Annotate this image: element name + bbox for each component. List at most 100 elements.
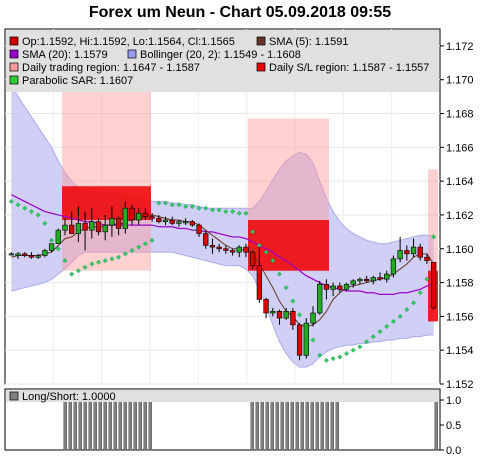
sar-point — [176, 202, 182, 208]
candle-body — [55, 229, 61, 244]
long-short-bar — [310, 399, 314, 451]
legend-label: SMA (20): 1.1579 — [22, 49, 108, 61]
y-tick-label: 1.166 — [446, 142, 474, 154]
candle-body — [330, 285, 336, 290]
sar-point — [276, 271, 282, 277]
sar-point — [8, 198, 14, 204]
sar-point — [96, 259, 101, 265]
sar-point — [270, 258, 276, 264]
sar-point — [149, 237, 155, 243]
sar-point — [42, 220, 48, 226]
sar-point — [230, 209, 236, 215]
candle-body — [357, 278, 363, 282]
long-short-bar — [280, 399, 284, 451]
y-tick-label: 0.5 — [446, 420, 461, 432]
sar-point — [203, 205, 209, 211]
y-tick-label: 1.154 — [446, 345, 474, 357]
candle-body — [223, 248, 229, 251]
candle-body — [182, 221, 189, 224]
y-tick-label: 1.0 — [446, 395, 461, 407]
candle-body — [203, 233, 209, 246]
sar-point — [109, 256, 115, 262]
long-short-bar — [250, 399, 254, 451]
candle-body — [410, 246, 417, 255]
y-tick-label: 1.158 — [446, 278, 474, 290]
long-short-bar — [325, 399, 329, 451]
legend-label: Daily trading region: 1.1647 - 1.1587 — [22, 62, 200, 74]
daily-trading-region — [62, 84, 151, 271]
sar-point — [350, 347, 356, 353]
candle-body — [35, 255, 41, 258]
candle-body — [243, 246, 249, 253]
y-tick-label: 1.164 — [446, 176, 474, 188]
candle-body — [303, 322, 309, 356]
legend-label: Op:1.1592, Hi:1.1592, Lo:1.1564, Cl:1.15… — [22, 36, 235, 48]
sar-point — [390, 318, 396, 324]
candle-body — [42, 250, 48, 256]
long-short-bar — [434, 399, 438, 451]
long-short-bar — [330, 399, 334, 451]
sar-point — [189, 204, 195, 209]
sar-point — [82, 264, 88, 270]
sar-point — [163, 200, 169, 206]
long-short-bar — [118, 399, 122, 451]
sma5-line — [11, 214, 435, 328]
candle-body — [276, 311, 283, 319]
long-short-bar — [270, 399, 274, 451]
candle-body — [129, 207, 135, 221]
long-short-bar — [290, 399, 294, 451]
candle-body — [102, 224, 108, 233]
sar-point — [297, 312, 303, 318]
candle-body — [136, 212, 142, 221]
long-short-bar — [123, 399, 127, 451]
candle-body — [370, 277, 376, 282]
candle-body — [142, 212, 149, 217]
candle-body — [82, 223, 88, 231]
legend-label: Parabolic SAR: 1.1607 — [22, 75, 133, 87]
candle-body — [122, 207, 128, 229]
candle-body — [431, 261, 437, 309]
legend-swatch — [9, 36, 19, 46]
sar-point — [22, 205, 28, 211]
sar-point — [290, 298, 296, 304]
candle-body — [209, 245, 216, 248]
long-short-bar — [108, 399, 112, 451]
long-short-bar — [320, 399, 324, 451]
y-tick-label: 1.168 — [446, 109, 474, 121]
candle-body — [48, 243, 55, 251]
long-short-bar — [78, 399, 82, 451]
long-short-bar — [275, 399, 279, 451]
sar-point — [250, 229, 256, 235]
candle-body — [75, 223, 82, 234]
candle-body — [424, 256, 430, 261]
sar-point — [283, 285, 289, 291]
candle-body — [417, 246, 423, 258]
sar-point — [102, 258, 108, 264]
candle-body — [317, 283, 323, 314]
long-short-bar — [88, 399, 92, 451]
sar-point — [216, 207, 222, 213]
candle-body — [350, 280, 356, 285]
sar-point — [317, 352, 323, 358]
candle-body — [323, 283, 330, 290]
sar-point — [377, 329, 383, 335]
sar-point — [236, 210, 242, 216]
y-tick-label: 1.152 — [446, 379, 474, 391]
legend-label: SMA (5): 1.1591 — [269, 36, 349, 48]
candle-body — [390, 258, 397, 275]
legend-swatch — [256, 62, 266, 72]
long-short-bar — [295, 399, 299, 451]
sar-point — [183, 204, 189, 209]
candle-body — [263, 299, 269, 314]
sar-point — [344, 351, 349, 357]
candle-body — [337, 285, 343, 290]
candle-body — [377, 277, 383, 280]
legend-label: Long/Short: 1.0000 — [22, 391, 116, 403]
long-short-bar — [265, 399, 269, 451]
sar-point — [122, 251, 128, 257]
sar-point — [424, 276, 430, 282]
long-short-bar — [260, 399, 264, 451]
candle-body — [69, 224, 75, 234]
sar-point — [49, 237, 55, 243]
candle-body — [283, 311, 289, 319]
